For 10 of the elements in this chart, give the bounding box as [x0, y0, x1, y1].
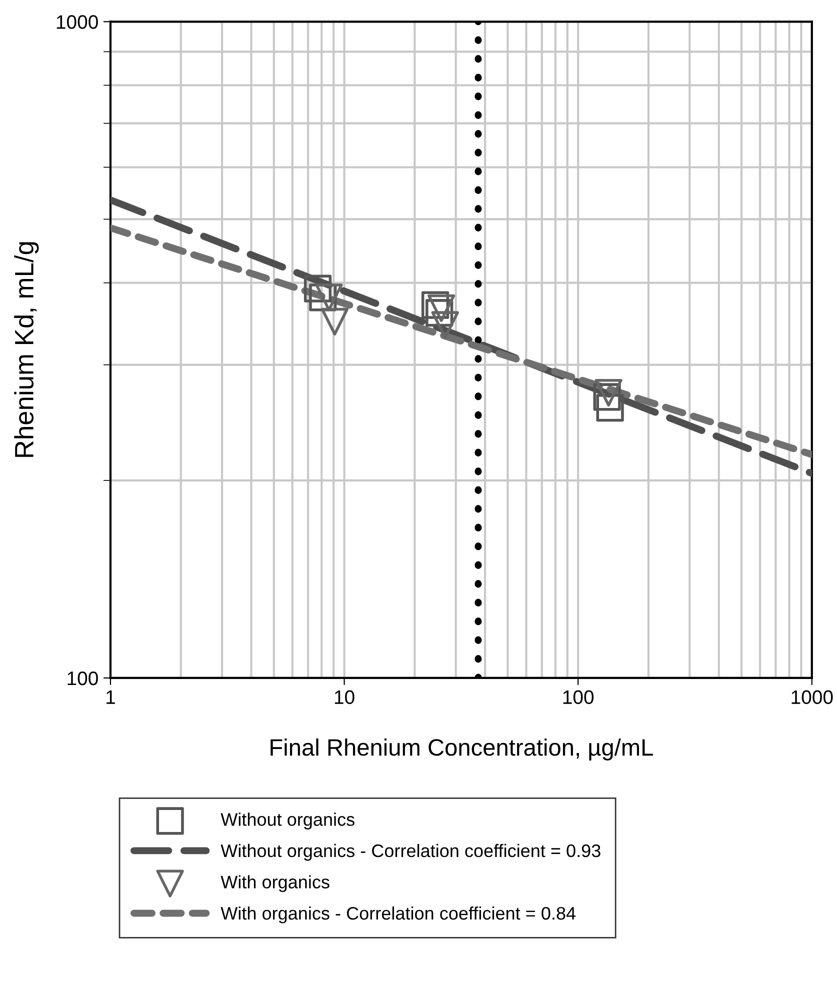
- x-tick-label: 10: [334, 690, 354, 704]
- legend-label: With organics: [220, 875, 330, 892]
- y-axis-title: Rhenium Kd, mL/g: [14, 242, 39, 457]
- x-tick-label: 1: [106, 690, 115, 704]
- legend-label: Without organics: [220, 812, 354, 830]
- legend-label: Without organics - Correlation coefficient = 0.93: [220, 844, 600, 861]
- legend-label: With organics - Correlation coefficient = 0.84: [220, 906, 576, 924]
- x-tick-label: 100: [563, 690, 594, 704]
- x-tick-label: 1000: [792, 690, 833, 704]
- x-axis-title: Final Rhenium Concentration, µg/mL: [270, 738, 653, 760]
